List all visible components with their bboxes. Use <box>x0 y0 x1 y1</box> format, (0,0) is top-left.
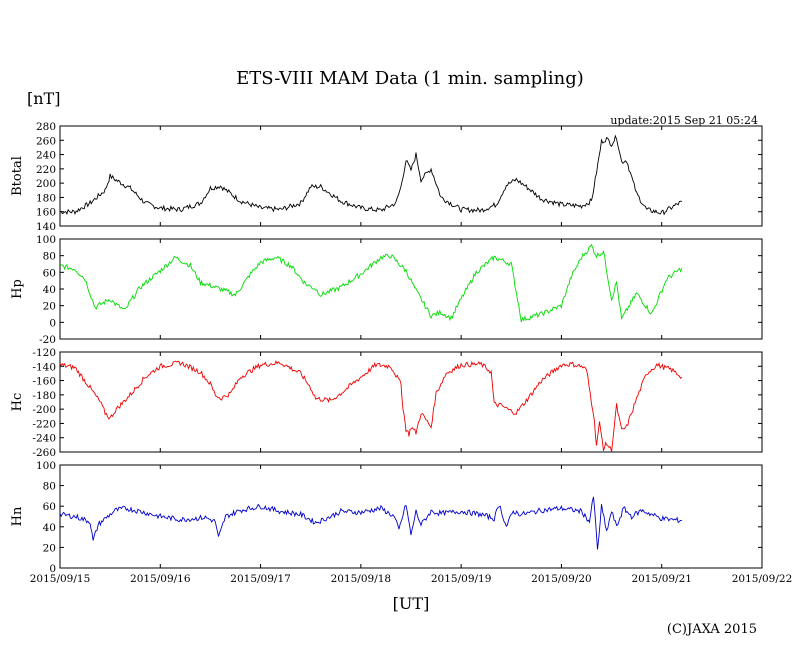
unit-label: [nT] <box>27 89 60 108</box>
y-tick-label: -260 <box>32 447 56 459</box>
y-axis-label: Btotal <box>10 156 25 196</box>
panel-hc: -260 -240 -220 -200 -180 -160 -140 -120 Hc <box>10 347 763 459</box>
y-tick-label: 20 <box>43 301 56 313</box>
x-axis-label: [UT] <box>393 594 430 613</box>
x-tick-label: 2015/09/21 <box>631 573 692 585</box>
y-tick-label: 220 <box>36 164 56 176</box>
x-tick-label: 2015/09/20 <box>531 573 592 585</box>
copyright-text: (C)JAXA 2015 <box>667 622 757 637</box>
y-tick-label: -240 <box>32 433 56 445</box>
y-tick-label: 60 <box>43 501 56 513</box>
y-tick-label: -20 <box>39 334 56 346</box>
y-axis-label: Hn <box>10 506 25 526</box>
y-tick-label: 260 <box>36 135 56 147</box>
panel-frame <box>59 238 763 340</box>
y-axis-label: Hc <box>10 393 25 412</box>
y-tick-label: 40 <box>43 284 56 296</box>
y-tick-label: -140 <box>32 361 56 373</box>
panel-frame <box>59 351 763 453</box>
series-line-hp <box>59 243 683 323</box>
y-tick-label: 80 <box>43 481 56 493</box>
panel-frame <box>59 125 763 227</box>
y-tick-label: 160 <box>36 207 56 219</box>
y-tick-label: 100 <box>36 234 56 246</box>
y-tick-label: -180 <box>32 390 56 402</box>
panels-group: 140160180200220240260280Btotal-200204060… <box>10 121 763 575</box>
y-tick-label: 80 <box>43 251 56 263</box>
y-tick-label: 240 <box>36 150 56 162</box>
y-tick-label: 60 <box>43 267 56 279</box>
panel-btotal: 140 160 180 200 220 240 260 280 Btotal <box>10 121 763 233</box>
y-tick-label: 180 <box>36 192 56 204</box>
y-tick-label: 40 <box>43 522 56 534</box>
y-tick-label: 280 <box>36 121 56 133</box>
y-tick-label: 0 <box>49 317 56 329</box>
y-tick-label: -160 <box>32 376 56 388</box>
y-tick-label: 200 <box>36 178 56 190</box>
y-tick-label: -120 <box>32 347 56 359</box>
x-axis-ticks: 2015/09/15 2015/09/16 2015/09/17 2015/09/18… <box>30 573 793 585</box>
y-tick-label: 140 <box>36 221 56 233</box>
y-tick-label: -200 <box>32 404 56 416</box>
panel-hp: -20 0 20 40 60 80 100 Hp <box>10 234 763 346</box>
y-axis-label: Hp <box>10 279 25 299</box>
panel-frame <box>59 464 763 569</box>
update-timestamp: update:2015 Sep 21 05:24 <box>610 114 758 127</box>
series-line-hc <box>59 360 683 453</box>
x-tick-label: 2015/09/16 <box>130 573 191 585</box>
y-tick-label: 100 <box>36 460 56 472</box>
x-tick-label: 2015/09/15 <box>30 573 91 585</box>
chart-title: ETS-VIII MAM Data (1 min. sampling) <box>236 68 584 89</box>
series-line-btotal <box>59 134 683 216</box>
panel-hn: 0 20 40 60 80 100 Hn <box>10 460 763 575</box>
y-tick-label: 20 <box>43 542 56 554</box>
x-tick-label: 2015/09/18 <box>331 573 392 585</box>
y-tick-label: -220 <box>32 418 56 430</box>
x-tick-label: 2015/09/19 <box>431 573 492 585</box>
x-tick-label: 2015/09/17 <box>230 573 291 585</box>
series-line-hn <box>59 496 682 550</box>
y-tick-label: 0 <box>49 563 56 575</box>
x-tick-label: 2015/09/22 <box>732 573 793 585</box>
